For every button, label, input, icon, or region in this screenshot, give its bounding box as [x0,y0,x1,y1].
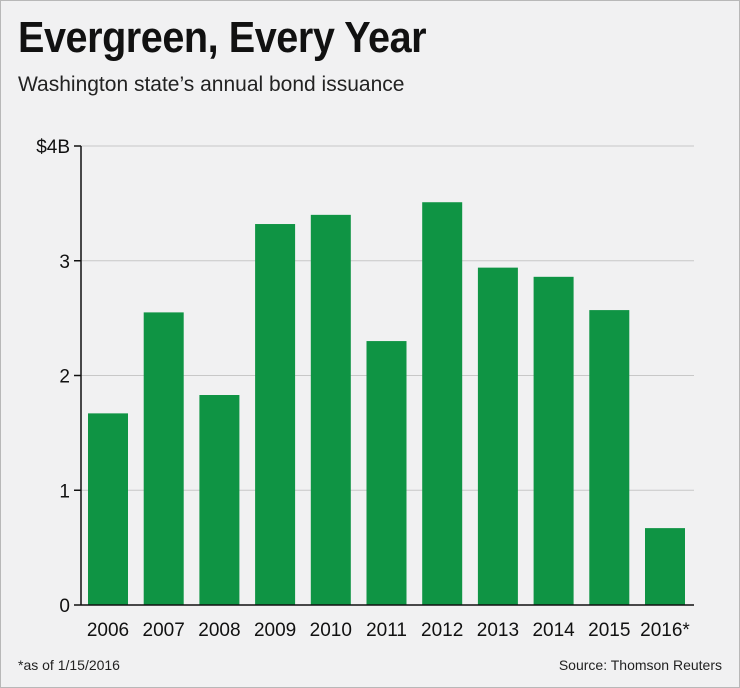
y-tick-label: 0 [59,596,70,617]
axes [74,145,694,606]
y-tick-label: 1 [59,481,70,502]
bar [477,267,518,605]
x-tick-label: 2013 [477,620,519,641]
bar [533,276,574,605]
y-tick-label: $4B [36,137,70,158]
x-tick-label: 2016* [640,620,690,641]
bar [88,413,128,605]
x-tick-label: 2007 [143,620,185,641]
chart-title: Evergreen, Every Year [18,13,427,62]
bar [422,202,463,606]
y-tick-label: 3 [59,252,70,273]
x-tick-label: 2010 [310,620,352,641]
bar [255,224,296,605]
x-tick-label: 2012 [421,620,463,641]
y-tick-label: 2 [59,367,70,388]
bar [143,312,184,605]
x-tick-label: 2014 [532,620,575,641]
bar [199,395,240,605]
x-tick-label: 2015 [588,620,630,641]
x-tick-labels: 2006 2007 2008 2009 2010 2011 2012 2013 2014 2015… [87,620,691,641]
x-tick-label: 2008 [198,620,240,641]
x-tick-label: 2006 [87,620,129,641]
bar [366,341,407,605]
source-credit: Source: Thomson Reuters [558,657,722,673]
bar [310,214,351,605]
bar [645,528,685,605]
footnote: *as of 1/15/2016 [18,657,120,673]
y-tick-labels: 0 1 2 3 $4B [36,137,70,617]
x-tick-label: 2011 [366,620,407,641]
chart-subtitle: Washington state’s annual bond issuance [18,73,405,96]
bars [88,202,685,606]
x-tick-label: 2009 [254,620,296,641]
bar [589,310,630,605]
